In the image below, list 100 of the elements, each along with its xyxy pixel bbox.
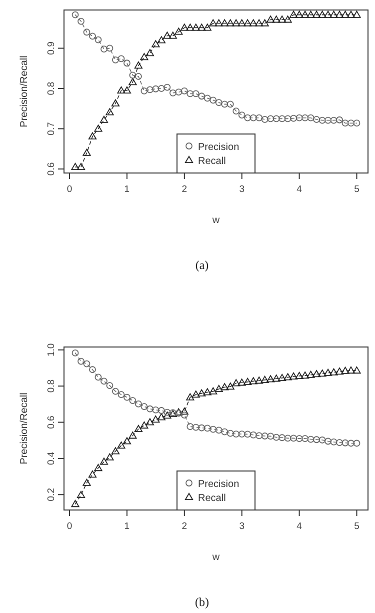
point (232, 430, 240, 438)
point (88, 470, 97, 478)
x-tick-label: 0 (66, 184, 72, 195)
y-tick-label: 0.7 (46, 122, 57, 136)
point (164, 84, 171, 91)
point (267, 432, 274, 440)
point (140, 421, 148, 429)
point (284, 373, 292, 380)
point (284, 434, 292, 442)
point (180, 24, 188, 31)
point (88, 132, 97, 140)
point (249, 377, 258, 384)
point (307, 436, 314, 443)
point (295, 372, 304, 379)
point (238, 430, 246, 438)
point (313, 116, 320, 123)
point (89, 32, 96, 40)
point (157, 413, 166, 420)
point (250, 114, 257, 122)
point (106, 44, 114, 52)
x-tick-label: 3 (239, 521, 244, 532)
point (232, 108, 240, 114)
point (272, 434, 280, 441)
point (146, 49, 154, 56)
x-axis-title: w (211, 552, 220, 563)
point (302, 435, 308, 442)
point (342, 439, 349, 446)
point (198, 389, 206, 396)
point (226, 100, 234, 108)
y-axis-title: Precision/Recall (19, 56, 30, 128)
point (180, 408, 188, 415)
x-tick-label: 2 (182, 184, 188, 195)
point (272, 16, 280, 23)
point (306, 10, 315, 18)
point (146, 418, 154, 426)
point (152, 406, 160, 414)
point (71, 162, 80, 170)
point (118, 391, 125, 398)
point (192, 90, 200, 98)
point (169, 89, 176, 96)
point (164, 408, 171, 416)
point (296, 114, 303, 122)
point (106, 453, 114, 460)
point (198, 24, 206, 31)
point (324, 116, 332, 124)
x-tick-label: 1 (124, 184, 130, 195)
point (250, 431, 257, 438)
point (122, 86, 132, 94)
point (78, 18, 84, 25)
point (71, 500, 80, 508)
y-tick-label: 0.2 (46, 488, 57, 502)
point (266, 375, 275, 382)
point (255, 19, 264, 26)
point (72, 350, 79, 356)
point (152, 415, 160, 423)
point (198, 424, 206, 432)
point (260, 19, 269, 26)
point (128, 78, 137, 86)
point (140, 87, 148, 94)
point (249, 19, 258, 26)
y-tick-label: 0.8 (46, 82, 57, 96)
point (324, 10, 332, 18)
point (302, 114, 308, 122)
point (330, 116, 338, 124)
point (267, 115, 274, 122)
point (300, 10, 310, 18)
point (214, 19, 223, 26)
point (226, 430, 234, 437)
point (198, 92, 206, 100)
point (100, 458, 108, 465)
point (135, 400, 142, 408)
point (318, 10, 326, 18)
point (140, 403, 148, 410)
text: (a) (195, 258, 209, 272)
point (335, 368, 344, 375)
point (106, 382, 114, 389)
point (76, 490, 86, 498)
point (220, 19, 229, 26)
point (272, 115, 280, 122)
legend-label: Precision (198, 142, 240, 153)
point (318, 370, 326, 377)
point (186, 423, 194, 430)
point (112, 388, 119, 395)
point (278, 434, 286, 442)
point (117, 442, 126, 449)
point (174, 28, 183, 35)
point (221, 428, 228, 436)
point (330, 368, 338, 376)
point (128, 432, 137, 439)
point (76, 162, 86, 170)
point (238, 112, 246, 118)
point (135, 72, 142, 80)
point (341, 366, 350, 374)
point (244, 430, 252, 438)
point (163, 412, 172, 419)
point (318, 436, 326, 444)
point (111, 99, 120, 106)
x-tick-label: 2 (182, 521, 188, 532)
point (290, 10, 298, 18)
point (232, 19, 240, 26)
